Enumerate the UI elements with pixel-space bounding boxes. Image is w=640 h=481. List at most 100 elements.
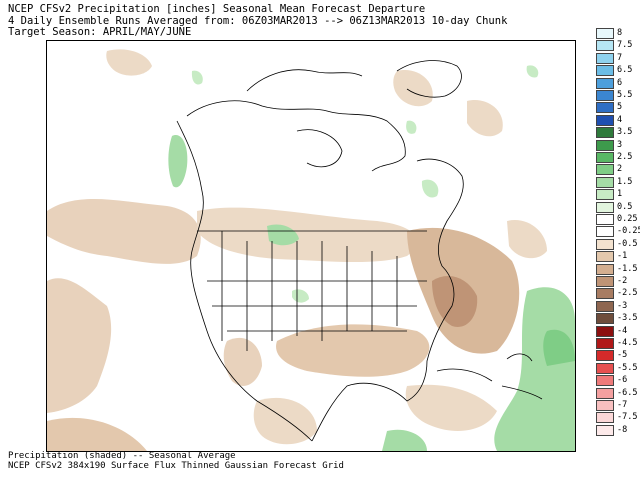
legend-entry: -0.25 — [596, 226, 640, 238]
legend-swatch — [596, 201, 614, 213]
legend-entry: 1.5 — [596, 176, 640, 188]
legend-entry: 0.5 — [596, 201, 640, 213]
legend-entry: -1 — [596, 251, 640, 263]
legend-swatch — [596, 164, 614, 176]
legend-label: 3 — [617, 139, 623, 150]
legend-swatch — [596, 387, 614, 399]
legend-entry: -3 — [596, 300, 640, 312]
legend-label: -7 — [617, 400, 628, 410]
title-line-3: Target Season: APRIL/MAY/JUNE — [8, 26, 192, 38]
legend-swatch — [596, 276, 614, 287]
legend-label: 5 — [617, 102, 623, 113]
legend-entry: -4.5 — [596, 338, 640, 349]
legend-swatch — [596, 77, 614, 89]
legend-swatch — [596, 375, 614, 387]
coastlines-and-borders — [176, 60, 543, 442]
legend-label: 6 — [617, 77, 623, 88]
legend-swatch — [596, 40, 614, 52]
legend-label: 3.5 — [617, 127, 633, 138]
legend-label: -6.5 — [617, 387, 638, 398]
color-scale-legend: 8 7.57 6.56 5.5 54 3.53 2.5 21.5 10.5 0.25 -0.25-0… — [596, 28, 640, 448]
legend-entry: -0.5 — [596, 238, 640, 250]
legend-entry: 8 — [596, 28, 640, 39]
legend-label: 2 — [617, 164, 623, 175]
legend-swatch — [596, 325, 614, 337]
legend-entry: 5.5 — [596, 90, 640, 101]
legend-swatch — [596, 102, 614, 114]
legend-entry: -5.5 — [596, 362, 640, 374]
legend-entry: -2.5 — [596, 288, 640, 300]
legend-label: 1 — [617, 189, 623, 200]
legend-swatch — [596, 238, 614, 250]
legend-swatch — [596, 263, 614, 275]
legend-entry: -8 — [596, 424, 640, 436]
legend-entry: -2 — [596, 276, 640, 287]
dry-anomaly-shading — [47, 49, 547, 451]
legend-label: 7 — [617, 52, 623, 63]
legend-label: -1.5 — [617, 263, 638, 274]
legend-swatch — [596, 338, 614, 349]
legend-label: -2.5 — [617, 288, 638, 299]
legend-entry: -6 — [596, 375, 640, 387]
legend-label: 0.25 — [617, 214, 638, 224]
title-line-2: 4 Daily Ensemble Runs Averaged from: 06Z… — [8, 14, 508, 27]
legend-label: -3.5 — [617, 313, 638, 324]
legend-entry: 3 — [596, 139, 640, 151]
legend-swatch — [596, 52, 614, 64]
forecast-map — [46, 40, 576, 452]
legend-entry: 3.5 — [596, 127, 640, 139]
legend-label: -7.5 — [617, 412, 638, 423]
legend-swatch — [596, 90, 614, 101]
legend-swatch — [596, 300, 614, 312]
legend-entry: -1.5 — [596, 263, 640, 275]
legend-swatch — [596, 362, 614, 374]
legend-swatch — [596, 412, 614, 424]
legend-label: 7.5 — [617, 40, 633, 51]
legend-entry: 0.25 — [596, 214, 640, 225]
legend-entry: 7 — [596, 52, 640, 64]
legend-label: -3 — [617, 300, 628, 311]
legend-swatch — [596, 114, 614, 126]
legend-label: 1.5 — [617, 176, 633, 187]
legend-swatch — [596, 251, 614, 263]
legend-label: -4 — [617, 325, 628, 336]
map-header: NCEP CFSv2 Precipitation [inches] Season… — [8, 3, 598, 39]
legend-label: -5.5 — [617, 362, 638, 373]
legend-swatch — [596, 65, 614, 77]
legend-entry: 5 — [596, 102, 640, 114]
legend-entry: -7.5 — [596, 412, 640, 424]
legend-label: -4.5 — [617, 338, 638, 348]
legend-entry: -5 — [596, 350, 640, 362]
legend-entry: 2.5 — [596, 152, 640, 163]
legend-label: -1 — [617, 251, 628, 262]
legend-swatch — [596, 139, 614, 151]
legend-entry: 1 — [596, 189, 640, 201]
legend-entry: 6 — [596, 77, 640, 89]
legend-label: 5.5 — [617, 90, 633, 100]
legend-swatch — [596, 424, 614, 436]
footer-line-1: Precipitation (shaded) -- Seasonal Avera… — [8, 451, 236, 461]
legend-swatch — [596, 127, 614, 139]
legend-entry: 7.5 — [596, 40, 640, 52]
legend-label: -2 — [617, 276, 628, 286]
legend-label: -5 — [617, 350, 628, 361]
legend-entry: 2 — [596, 164, 640, 176]
legend-label: -6 — [617, 375, 628, 386]
legend-swatch — [596, 350, 614, 362]
north-america-map — [47, 49, 575, 451]
legend-label: 4 — [617, 114, 623, 125]
legend-label: -0.25 — [617, 226, 640, 237]
legend-swatch — [596, 28, 614, 39]
legend-label: 8 — [617, 28, 623, 38]
legend-swatch — [596, 214, 614, 225]
legend-entry: -3.5 — [596, 313, 640, 325]
legend-swatch — [596, 152, 614, 163]
legend-entry: -4 — [596, 325, 640, 337]
legend-entry: -7 — [596, 400, 640, 411]
legend-swatch — [596, 288, 614, 300]
legend-label: 2.5 — [617, 152, 633, 162]
legend-entry: -6.5 — [596, 387, 640, 399]
legend-label: -0.5 — [617, 238, 638, 249]
legend-label: -8 — [617, 424, 628, 435]
footer-line-2: NCEP CFSv2 384x190 Surface Flux Thinned … — [8, 461, 344, 471]
